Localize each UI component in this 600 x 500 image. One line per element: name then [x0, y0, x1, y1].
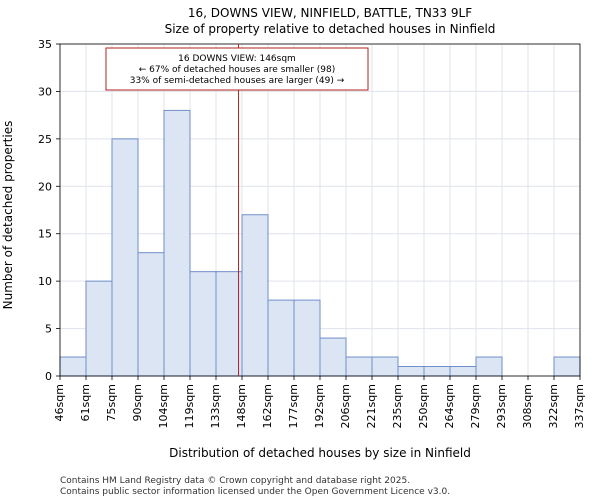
histogram-bar — [137, 252, 165, 377]
y-tick-label: 5 — [45, 323, 52, 336]
x-tick-label: 221sqm — [365, 384, 378, 428]
y-tick-label: 25 — [38, 133, 52, 146]
x-axis: 46sqm 61sqm 75sqm 90sqm 104sqm 119sqm 133sqm 14… — [53, 376, 586, 428]
x-tick-label: 46sqm — [53, 384, 66, 421]
x-tick-label: 119sqm — [183, 384, 196, 428]
x-tick-label: 322sqm — [547, 384, 560, 428]
chart-subtitle: Size of property relative to detached ho… — [165, 22, 496, 36]
histogram-bar — [397, 366, 425, 377]
annotation-line-3: 33% of semi-detached houses are larger (… — [130, 76, 345, 86]
y-tick-label: 15 — [38, 228, 52, 241]
y-tick-label: 0 — [45, 370, 52, 383]
x-tick-label: 279sqm — [469, 384, 482, 428]
y-tick-label: 35 — [38, 38, 52, 51]
histogram-bar — [319, 337, 347, 377]
histogram-bar — [163, 109, 191, 377]
x-tick-label: 235sqm — [391, 384, 404, 428]
histogram-bar — [111, 138, 139, 377]
x-tick-label: 75sqm — [105, 384, 118, 421]
histogram-bar — [423, 366, 451, 377]
histogram-bar — [475, 356, 503, 377]
x-tick-label: 337sqm — [573, 384, 586, 428]
chart-title: 16, DOWNS VIEW, NINFIELD, BATTLE, TN33 9… — [188, 6, 472, 20]
histogram-bar — [59, 356, 87, 377]
footer-line-1: Contains HM Land Registry data © Crown c… — [60, 476, 410, 486]
annotation-line-2: ← 67% of detached houses are smaller (98… — [139, 65, 336, 75]
y-tick-label: 10 — [38, 275, 52, 288]
histogram-bar — [371, 356, 399, 377]
y-axis: 0 5 10 15 20 25 30 35 — [38, 38, 60, 383]
y-tick-label: 30 — [38, 85, 52, 98]
histogram-bar — [189, 271, 217, 377]
histogram-bar — [553, 356, 581, 377]
histogram-bar — [345, 356, 373, 377]
annotation-frame — [105, 47, 369, 91]
x-tick-label: 148sqm — [235, 384, 248, 428]
histogram-bar — [85, 280, 113, 377]
x-tick-label: 264sqm — [443, 384, 456, 428]
x-tick-label: 293sqm — [495, 384, 508, 428]
histogram-bar — [293, 299, 321, 377]
y-axis-label: Number of detached properties — [1, 121, 15, 310]
x-tick-label: 177sqm — [287, 384, 300, 428]
footer-line-2: Contains public sector information licen… — [60, 487, 450, 497]
bars-group — [59, 109, 581, 377]
histogram-bar — [449, 366, 477, 377]
annotation-box: 16 DOWNS VIEW: 146sqm ← 67% of detached … — [105, 47, 369, 91]
x-tick-label: 192sqm — [313, 384, 326, 428]
x-tick-label: 250sqm — [417, 384, 430, 428]
x-tick-label: 133sqm — [209, 384, 222, 428]
histogram-bar — [215, 271, 243, 377]
x-tick-label: 61sqm — [79, 384, 92, 421]
x-tick-label: 104sqm — [157, 384, 170, 428]
annotation-line-1: 16 DOWNS VIEW: 146sqm — [178, 54, 296, 64]
x-tick-label: 206sqm — [339, 384, 352, 428]
x-tick-label: 90sqm — [131, 384, 144, 421]
y-tick-label: 20 — [38, 180, 52, 193]
x-axis-label: Distribution of detached houses by size … — [169, 446, 471, 460]
histogram-bar — [267, 299, 295, 377]
histogram-bar — [241, 214, 269, 377]
x-tick-label: 308sqm — [521, 384, 534, 428]
x-tick-label: 162sqm — [261, 384, 274, 428]
